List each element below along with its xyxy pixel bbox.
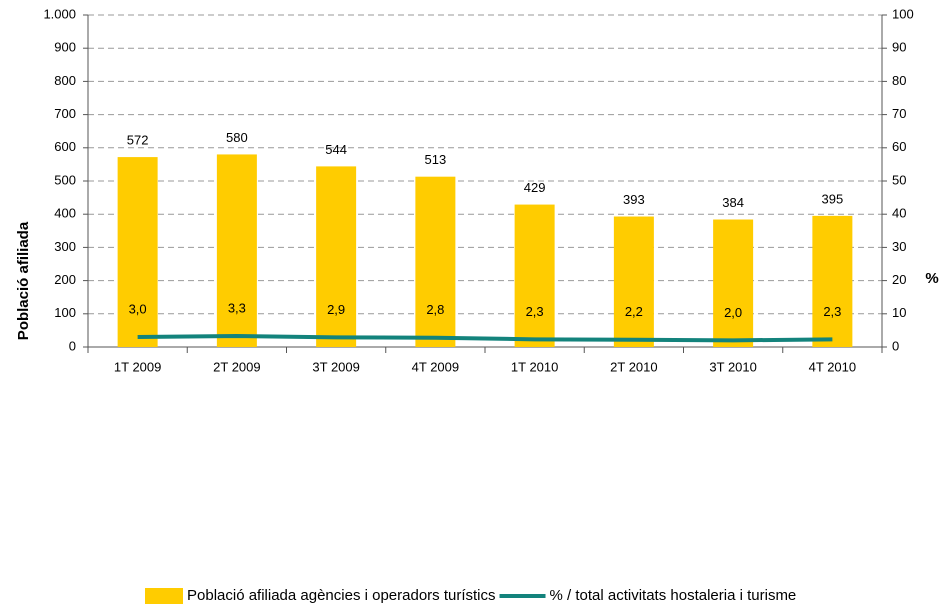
x-tick-label: 2T 2010	[610, 359, 657, 374]
line-value-label: 2,2	[625, 304, 643, 319]
y-tick-label: 1.000	[43, 6, 76, 21]
y2-tick-label: 50	[892, 172, 906, 187]
line-value-label: 2,8	[426, 302, 444, 317]
line-value-label: 2,9	[327, 302, 345, 317]
y2-tick-label: 70	[892, 106, 906, 121]
bar	[415, 176, 456, 347]
y-tick-label: 500	[54, 172, 76, 187]
y2-tick-label: 90	[892, 40, 906, 55]
bar-value-label: 580	[226, 130, 248, 145]
y2-tick-label: 100	[892, 6, 914, 21]
x-tick-label: 4T 2009	[412, 359, 459, 374]
line-value-label: 3,0	[129, 301, 147, 316]
bar	[316, 166, 357, 347]
line	[137, 334, 833, 343]
y2-tick-label: 10	[892, 305, 906, 320]
y-tick-label: 400	[54, 206, 76, 221]
bar	[216, 154, 257, 347]
x-tick-label: 2T 2009	[213, 359, 260, 374]
x-tick-label: 3T 2010	[709, 359, 756, 374]
y2-tick-label: 60	[892, 139, 906, 154]
x-tick-label: 1T 2009	[114, 359, 161, 374]
x-tick-label: 3T 2009	[312, 359, 359, 374]
x-tick-label: 4T 2010	[809, 359, 856, 374]
bar-value-label: 395	[822, 191, 844, 206]
y2-axis-title: %	[925, 270, 938, 287]
y-tick-label: 800	[54, 73, 76, 88]
y2-tick-label: 30	[892, 239, 906, 254]
bar-value-label: 429	[524, 180, 546, 195]
y-tick-label: 900	[54, 40, 76, 55]
y-tick-label: 0	[69, 338, 76, 353]
y2-tick-label: 80	[892, 73, 906, 88]
y-tick-label: 300	[54, 239, 76, 254]
y-tick-label: 100	[54, 305, 76, 320]
y-tick-label: 700	[54, 106, 76, 121]
bar	[613, 216, 654, 347]
bar	[117, 157, 158, 347]
line-value-label: 2,3	[823, 304, 841, 319]
bar	[713, 219, 754, 347]
x-tick-label: 1T 2010	[511, 359, 558, 374]
legend-label: Població afiliada agències i operadors t…	[187, 587, 496, 604]
bar	[812, 215, 853, 347]
bar-value-label: 513	[425, 152, 447, 167]
y-tick-label: 600	[54, 139, 76, 154]
y2-tick-label: 20	[892, 272, 906, 287]
y2-tick-label: 40	[892, 206, 906, 221]
legend-swatch	[145, 588, 183, 604]
y-tick-label: 200	[54, 272, 76, 287]
legend-label: % / total activitats hostaleria i turism…	[550, 587, 797, 604]
bar-value-label: 572	[127, 133, 149, 148]
line-value-label: 2,0	[724, 305, 742, 320]
line-value-label: 3,3	[228, 300, 246, 315]
bar-value-label: 393	[623, 192, 645, 207]
bar-value-label: 544	[325, 142, 347, 157]
y-axis-title: Població afiliada	[15, 221, 32, 340]
bar	[514, 204, 555, 347]
bar-value-label: 384	[722, 195, 744, 210]
line-value-label: 2,3	[526, 304, 544, 319]
y2-tick-label: 0	[892, 338, 899, 353]
